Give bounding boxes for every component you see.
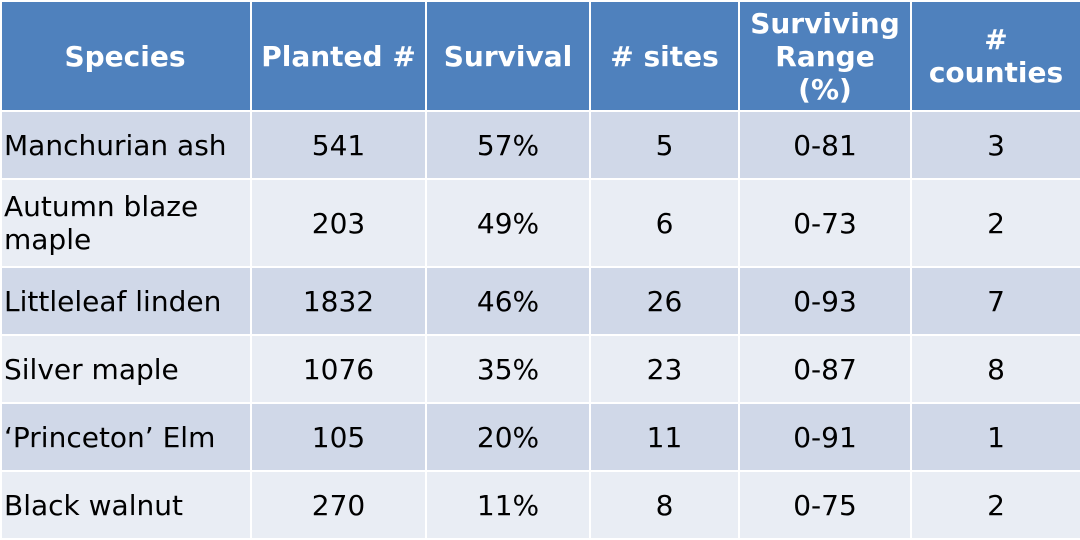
- cell-survival: 57%: [425, 110, 591, 180]
- table-row: Littleleaf linden 1832 46% 26 0-93 7: [0, 266, 1080, 336]
- cell-survival: 49%: [425, 178, 591, 268]
- cell-planted: 270: [250, 470, 427, 540]
- cell-sites: 5: [589, 110, 740, 180]
- cell-counties: 2: [910, 178, 1080, 268]
- cell-survival: 35%: [425, 334, 591, 404]
- cell-planted: 1076: [250, 334, 427, 404]
- cell-sites: 26: [589, 266, 740, 336]
- cell-species: ‘Princeton’ Elm: [0, 402, 252, 472]
- cell-survival: 11%: [425, 470, 591, 540]
- cell-species: Autumn blaze maple: [0, 178, 252, 268]
- cell-counties: 7: [910, 266, 1080, 336]
- cell-sites: 8: [589, 470, 740, 540]
- column-header-sites: # sites: [589, 0, 740, 112]
- cell-surviving-range: 0-91: [738, 402, 912, 472]
- table-row: ‘Princeton’ Elm 105 20% 11 0-91 1: [0, 402, 1080, 472]
- column-header-planted: Planted #: [250, 0, 427, 112]
- cell-species: Silver maple: [0, 334, 252, 404]
- table-row: Silver maple 1076 35% 23 0-87 8: [0, 334, 1080, 404]
- cell-sites: 11: [589, 402, 740, 472]
- table-row: Black walnut 270 11% 8 0-75 2: [0, 470, 1080, 540]
- cell-surviving-range: 0-75: [738, 470, 912, 540]
- cell-sites: 23: [589, 334, 740, 404]
- column-header-species: Species: [0, 0, 252, 112]
- cell-species: Manchurian ash: [0, 110, 252, 180]
- cell-planted: 203: [250, 178, 427, 268]
- table-row: Manchurian ash 541 57% 5 0-81 3: [0, 110, 1080, 180]
- column-header-surviving-range: Surviving Range (%): [738, 0, 912, 112]
- cell-counties: 1: [910, 402, 1080, 472]
- cell-surviving-range: 0-93: [738, 266, 912, 336]
- cell-survival: 20%: [425, 402, 591, 472]
- table-row: Autumn blaze maple 203 49% 6 0-73 2: [0, 178, 1080, 268]
- cell-surviving-range: 0-73: [738, 178, 912, 268]
- cell-counties: 3: [910, 110, 1080, 180]
- cell-species: Littleleaf linden: [0, 266, 252, 336]
- cell-planted: 541: [250, 110, 427, 180]
- cell-counties: 2: [910, 470, 1080, 540]
- cell-species: Black walnut: [0, 470, 252, 540]
- header-row: Species Planted # Survival # sites Survi…: [0, 0, 1080, 112]
- cell-planted: 1832: [250, 266, 427, 336]
- cell-counties: 8: [910, 334, 1080, 404]
- column-header-survival: Survival: [425, 0, 591, 112]
- cell-surviving-range: 0-81: [738, 110, 912, 180]
- cell-survival: 46%: [425, 266, 591, 336]
- cell-planted: 105: [250, 402, 427, 472]
- cell-sites: 6: [589, 178, 740, 268]
- column-header-counties: # counties: [910, 0, 1080, 112]
- cell-surviving-range: 0-87: [738, 334, 912, 404]
